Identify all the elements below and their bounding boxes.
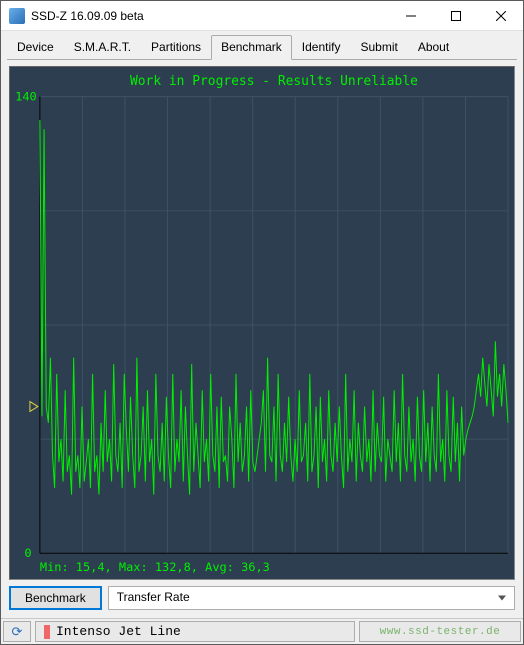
metric-dropdown-value: Transfer Rate bbox=[117, 590, 190, 604]
chart-svg: Work in Progress - Results Unreliable 140… bbox=[10, 67, 514, 579]
watermark-text: www.ssd-tester.de bbox=[380, 626, 501, 638]
controls-row: Benchmark Transfer Rate bbox=[9, 586, 515, 610]
watermark: www.ssd-tester.de bbox=[359, 621, 521, 642]
close-button[interactable] bbox=[478, 1, 523, 30]
app-window: SSD-Z 16.09.09 beta DeviceS.M.A.R.T.Part… bbox=[0, 0, 524, 645]
maximize-button[interactable] bbox=[433, 1, 478, 30]
app-icon bbox=[9, 8, 25, 24]
svg-text:140: 140 bbox=[15, 90, 37, 104]
tab-submit[interactable]: Submit bbox=[350, 35, 407, 59]
statusbar: ⟳ Intenso Jet Line www.ssd-tester.de bbox=[1, 618, 523, 644]
tab-strip: DeviceS.M.A.R.T.PartitionsBenchmarkIdent… bbox=[1, 31, 523, 59]
benchmark-chart: Work in Progress - Results Unreliable 140… bbox=[9, 66, 515, 580]
titlebar: SSD-Z 16.09.09 beta bbox=[1, 1, 523, 31]
tab-smart[interactable]: S.M.A.R.T. bbox=[64, 35, 141, 59]
svg-text:0: 0 bbox=[24, 546, 31, 560]
tab-benchmark[interactable]: Benchmark bbox=[211, 35, 292, 60]
device-name: Intenso Jet Line bbox=[56, 624, 181, 639]
refresh-icon: ⟳ bbox=[12, 624, 23, 640]
tab-partitions[interactable]: Partitions bbox=[141, 35, 211, 59]
window-title: SSD-Z 16.09.09 beta bbox=[31, 9, 388, 23]
benchmark-button[interactable]: Benchmark bbox=[9, 586, 102, 610]
svg-text:Min: 15,4, Max: 132,8, Avg: 36: Min: 15,4, Max: 132,8, Avg: 36,3 bbox=[40, 560, 270, 574]
minimize-button[interactable] bbox=[388, 1, 433, 30]
metric-dropdown[interactable]: Transfer Rate bbox=[108, 586, 515, 610]
content-panel: Work in Progress - Results Unreliable 140… bbox=[1, 60, 523, 618]
device-status: Intenso Jet Line bbox=[35, 621, 355, 642]
tab-identify[interactable]: Identify bbox=[292, 35, 351, 59]
tab-about[interactable]: About bbox=[408, 35, 459, 59]
tab-device[interactable]: Device bbox=[7, 35, 64, 59]
refresh-button[interactable]: ⟳ bbox=[3, 621, 31, 642]
svg-text:Work in Progress - Results Unr: Work in Progress - Results Unreliable bbox=[130, 74, 418, 89]
